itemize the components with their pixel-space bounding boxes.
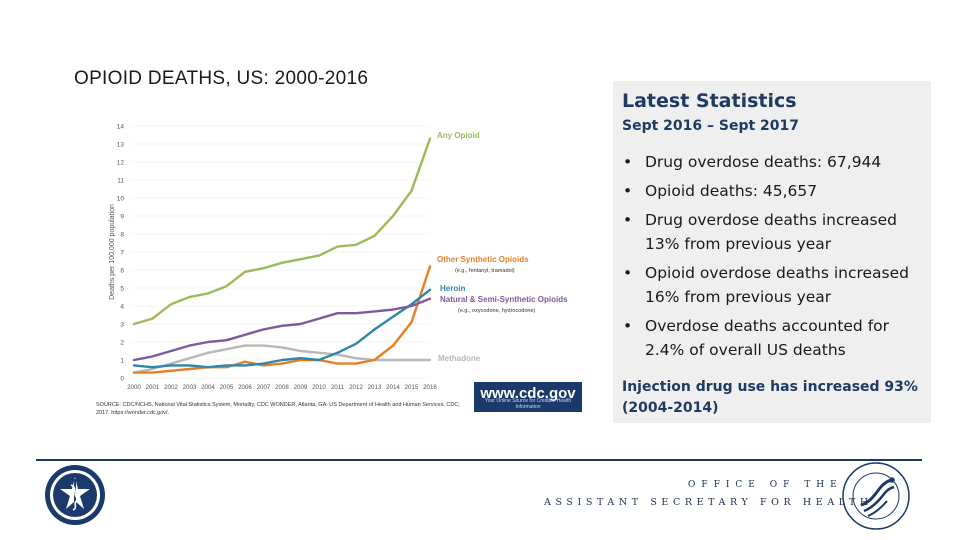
y-tick-label: 6 xyxy=(120,268,124,275)
legend-label: Other Synthetic Opioids xyxy=(437,255,529,264)
x-tick-label: 2005 xyxy=(220,384,234,391)
y-axis-label: Deaths per 100,000 population xyxy=(109,204,116,300)
us-public-health-service-seal-icon xyxy=(45,465,105,525)
bullet-icon: • xyxy=(623,211,633,229)
x-tick-label: 2010 xyxy=(312,384,326,391)
stats-item-text: Drug overdose deaths: 67,944 xyxy=(645,153,882,171)
x-tick-label: 2006 xyxy=(238,384,252,391)
opioid-chart: 0 1 2 3 4 5 6 7 8 9 10 11 12 13 14 Deaths per 100,000 p… xyxy=(100,118,600,430)
stats-panel: Latest Statistics Sept 2016 – Sept 2017 … xyxy=(613,81,931,423)
x-tick-label: 2004 xyxy=(201,384,215,391)
stats-footnote: Injection drug use has increased 93% (20… xyxy=(622,379,918,416)
legend-label: Natural & Semi-Synthetic Opioids xyxy=(440,295,568,304)
x-tick-label: 2003 xyxy=(183,384,197,391)
series-line-other-synthetic-opioids xyxy=(132,265,432,374)
stats-item: • Opioid deaths: 45,657 xyxy=(613,179,931,203)
bullet-icon: • xyxy=(623,264,633,282)
y-tick-label: 12 xyxy=(117,160,125,167)
y-tick-label: 3 xyxy=(120,322,124,329)
hhs-seal-icon xyxy=(842,462,910,530)
slide-title: OPIOID DEATHS, US: 2000-2016 xyxy=(74,68,369,89)
x-tick-label: 2012 xyxy=(349,384,363,391)
y-tick-label: 0 xyxy=(120,376,124,383)
x-tick-label: 2013 xyxy=(368,384,382,391)
x-tick-label: 2007 xyxy=(257,384,271,391)
series-line-heroin xyxy=(132,288,432,369)
legend-label: Any Opioid xyxy=(437,131,480,140)
y-tick-label: 4 xyxy=(120,304,124,311)
y-tick-label: 11 xyxy=(117,178,124,185)
stats-item-text: Opioid deaths: 45,657 xyxy=(645,182,818,200)
y-tick-label: 9 xyxy=(120,214,124,221)
footer-divider xyxy=(36,459,922,461)
series-line-methadone xyxy=(132,344,432,374)
cdc-url[interactable]: www.cdc.gov xyxy=(480,385,576,402)
cdc-tagline: Your Online Source for Credible Health I… xyxy=(484,398,572,410)
stats-item-text: Opioid overdose deaths increased 16% fro… xyxy=(645,264,909,306)
bullet-icon: • xyxy=(623,153,633,171)
stats-item-text: Drug overdose deaths increased 13% from … xyxy=(645,211,897,253)
source-note: SOURCE: CDC/NCHS, National Vital Statist… xyxy=(96,402,460,416)
x-tick-label: 2000 xyxy=(127,384,141,391)
y-tick-label: 8 xyxy=(120,232,124,239)
office-line-2: ASSISTANT SECRETARY FOR HEALTH xyxy=(544,497,873,508)
x-tick-label: 2002 xyxy=(164,384,178,391)
stats-item: • Drug overdose deaths: 67,944 xyxy=(613,150,931,174)
stats-item-text: Overdose deaths accounted for 2.4% of ov… xyxy=(645,317,890,359)
legend-sublabel: (e.g., oxycodone, hydrocodone) xyxy=(458,308,536,314)
legend-sublabel: (e.g., fentanyl, tramadol) xyxy=(455,268,515,274)
x-tick-label: 2011 xyxy=(331,384,345,391)
office-line-1: OFFICE OF THE xyxy=(688,480,843,490)
x-tick-label: 2014 xyxy=(386,384,400,391)
stats-item: • Drug overdose deaths increased 13% from… xyxy=(613,208,931,256)
x-tick-label: 2009 xyxy=(294,384,308,391)
x-tick-label: 2008 xyxy=(275,384,289,391)
y-tick-label: 1 xyxy=(120,358,124,365)
y-tick-label: 10 xyxy=(117,196,125,203)
y-tick-label: 13 xyxy=(117,142,125,149)
bullet-icon: • xyxy=(623,182,633,200)
stats-item: • Overdose deaths accounted for 2.4% of o… xyxy=(613,314,931,362)
x-tick-label: 2001 xyxy=(146,384,160,391)
series-line-any-opioid xyxy=(132,137,432,326)
legend-label: Methadone xyxy=(438,354,481,363)
x-tick-label: 2015 xyxy=(405,384,419,391)
x-tick-label: 2016 xyxy=(423,384,437,391)
y-tick-label: 2 xyxy=(120,340,124,347)
series-line-natural-semi-synthetic-opioids xyxy=(132,297,432,362)
bullet-icon: • xyxy=(623,317,633,335)
stats-title: Latest Statistics xyxy=(622,90,797,112)
stats-period: Sept 2016 – Sept 2017 xyxy=(622,118,800,134)
y-tick-label: 7 xyxy=(120,250,124,257)
legend-label: Heroin xyxy=(440,284,465,293)
y-tick-label: 5 xyxy=(120,286,124,293)
stats-item: • Opioid overdose deaths increased 16% fr… xyxy=(613,261,931,309)
cdc-badge[interactable]: www.cdc.gov Your Online Source for Credi… xyxy=(474,382,582,412)
y-tick-label: 14 xyxy=(117,124,125,131)
stats-list: • Drug overdose deaths: 67,944 • Opioid de… xyxy=(613,150,931,367)
